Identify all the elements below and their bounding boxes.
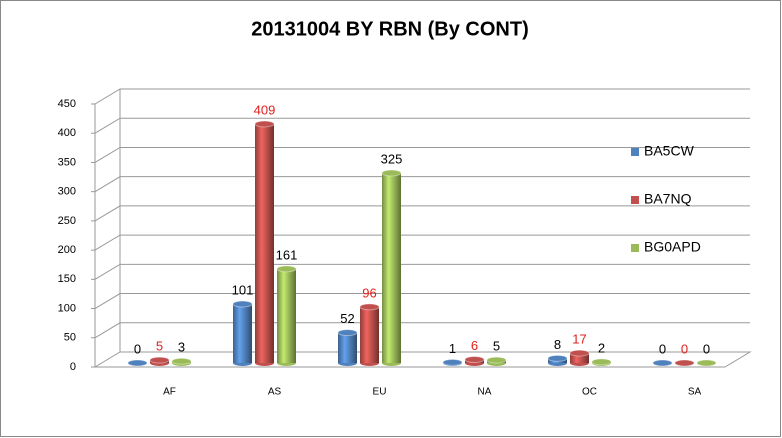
- floor: [93, 351, 752, 368]
- legend-label: BA7NQ: [644, 191, 692, 207]
- bar-top: [149, 356, 170, 364]
- data-label: 0: [703, 341, 710, 356]
- y-tick-label: 200: [58, 244, 76, 256]
- bar-top: [442, 358, 463, 366]
- bar-top: [381, 169, 402, 177]
- bar-top: [674, 359, 695, 367]
- data-label: 161: [276, 247, 298, 262]
- data-label: 6: [471, 338, 478, 353]
- grid-line: [94, 176, 750, 193]
- legend-label: BA5CW: [644, 143, 695, 159]
- x-tick-label: AF: [163, 387, 176, 398]
- bar-top: [171, 357, 192, 365]
- bar-top: [591, 358, 612, 366]
- data-label: 96: [362, 285, 376, 300]
- bar-top: [276, 265, 297, 273]
- data-label: 0: [134, 341, 141, 356]
- grid-line: [94, 205, 750, 222]
- chart-title: 20131004 BY RBN (By CONT): [251, 18, 529, 40]
- y-tick-label: 250: [58, 215, 76, 227]
- data-label: 5: [493, 339, 500, 354]
- bar-top: [547, 354, 568, 362]
- bar: [277, 268, 296, 363]
- data-label: 0: [681, 341, 688, 356]
- y-tick-label: 300: [58, 186, 76, 198]
- x-tick-label: EU: [373, 387, 387, 398]
- bar-top: [464, 355, 485, 363]
- x-tick-label: OC: [582, 387, 597, 398]
- bar-top: [127, 359, 148, 367]
- x-tick-label: AS: [268, 387, 282, 398]
- x-tick-label: SA: [688, 387, 702, 398]
- data-label: 17: [572, 332, 586, 347]
- grid-line: [94, 322, 750, 339]
- data-label: 52: [340, 311, 354, 326]
- y-tick-label: 0: [70, 361, 76, 373]
- bar: [360, 306, 379, 363]
- bar-top: [359, 303, 380, 311]
- bar: [382, 173, 401, 363]
- legend-swatch: [631, 148, 639, 156]
- grid-line: [94, 234, 750, 251]
- data-label: 0: [659, 341, 666, 356]
- bar-top: [486, 356, 507, 364]
- bar: [570, 353, 589, 363]
- bar-top: [337, 329, 358, 337]
- bar-top: [652, 359, 673, 367]
- bar-top: [569, 349, 590, 357]
- data-label: 5: [156, 339, 163, 354]
- bar-top: [254, 120, 275, 128]
- data-label: 101: [232, 282, 254, 297]
- x-tick-label: NA: [478, 387, 492, 398]
- y-tick-label: 400: [58, 127, 76, 139]
- data-label: 3: [178, 340, 185, 355]
- bar: [338, 332, 357, 363]
- data-label: 325: [381, 151, 403, 166]
- legend-swatch: [631, 196, 639, 204]
- legend-swatch: [631, 244, 639, 252]
- grid-line: [94, 88, 750, 105]
- bar: [255, 123, 274, 363]
- y-tick-label: 450: [58, 98, 76, 110]
- bar-top: [696, 359, 717, 367]
- grid-line: [94, 263, 750, 280]
- bar: [233, 303, 252, 363]
- legend-label: BG0APD: [644, 239, 701, 255]
- data-label: 8: [554, 337, 561, 352]
- bar-top: [232, 300, 253, 308]
- grid-line: [94, 293, 750, 309]
- data-label: 409: [254, 102, 276, 117]
- y-tick-label: 100: [58, 302, 76, 314]
- grid-line: [94, 117, 750, 134]
- y-tick-label: 50: [64, 332, 76, 344]
- y-tick-label: 350: [58, 156, 76, 168]
- data-label: 1: [449, 341, 456, 356]
- grid-line: [94, 146, 750, 163]
- y-tick-label: 150: [58, 273, 76, 285]
- data-label: 2: [598, 340, 605, 355]
